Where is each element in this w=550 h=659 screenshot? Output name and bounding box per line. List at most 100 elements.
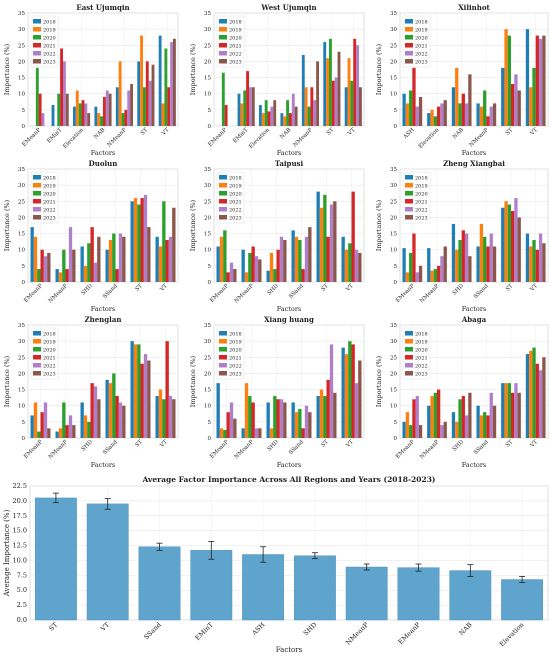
y-tick-label: 20.0 xyxy=(13,497,27,505)
bar-2022-SSand xyxy=(304,405,309,438)
legend-swatch-2018 xyxy=(405,19,413,24)
legend-swatch-2023 xyxy=(405,371,413,376)
legend-swatch-2018 xyxy=(219,19,227,24)
x-tick-label: SHD xyxy=(302,621,319,638)
bar-2023-ST xyxy=(517,217,521,282)
bar-2022-VT xyxy=(354,249,359,282)
legend: 2018 2019 2020 2021 2022 2023 xyxy=(402,171,431,224)
bar-2020-NMeanP xyxy=(62,402,66,438)
bar-2023-SSand xyxy=(492,246,497,282)
bar-2023-ST xyxy=(333,201,337,282)
legend-swatch-2019 xyxy=(33,27,41,32)
bar-2018-ST xyxy=(323,42,327,126)
bar-2022-NMeanP xyxy=(440,425,444,438)
bar-2020-NMeanP xyxy=(483,90,487,126)
bar-2021-EMeanP xyxy=(226,412,230,438)
bar-2020-ST xyxy=(507,204,511,282)
bar-2020-ASH xyxy=(409,90,413,126)
bar-2018-SSand xyxy=(105,249,109,282)
bar-2019-NMeanP xyxy=(58,272,63,282)
legend-label: 2020 xyxy=(229,35,242,41)
bar-2018-VT xyxy=(341,347,345,438)
bar-2019-ST xyxy=(319,207,324,282)
x-tick-label: Elevation xyxy=(62,127,85,150)
bar-2023-SHD xyxy=(97,399,101,438)
chart-title: Average Factor Importance Across All Reg… xyxy=(142,475,436,484)
legend-label: 2019 xyxy=(229,339,242,345)
bar-2019-SSand xyxy=(294,236,299,282)
bar-2018-EMeanP xyxy=(30,415,34,438)
bar-2021-ST xyxy=(511,392,515,438)
bar-2022-SHD xyxy=(279,236,284,282)
legend-swatch-2022 xyxy=(219,51,227,56)
y-tick-label: 30 xyxy=(204,27,211,33)
bar-2022-VT xyxy=(354,383,359,438)
y-tick-label: 25 xyxy=(18,199,25,205)
bar-2023-SSand xyxy=(308,412,312,438)
x-tick-label: NMeanP xyxy=(234,439,256,461)
bar-2018-VT xyxy=(155,236,159,282)
bar-2019-ST xyxy=(504,201,508,282)
bar-2023-SSand xyxy=(492,405,497,438)
chart-panel-9: 0.0 2.5 5.0 7.5 10.0 12.5 15.0 17.5 20.0 22.5 ST VT… xyxy=(3,475,549,654)
legend-label: 2022 xyxy=(229,51,242,57)
legend-swatch-2023 xyxy=(219,215,227,220)
bar-2023-SSand xyxy=(122,236,126,282)
bar-2019-SSand xyxy=(479,415,484,438)
y-tick-label: 5 xyxy=(394,264,398,270)
bar-2020-EMinT xyxy=(243,90,247,126)
bar-2021-SHD xyxy=(461,230,465,282)
bar-2019-SHD xyxy=(83,265,88,282)
x-tick-label: NAB xyxy=(279,127,292,140)
bar-2023-SHD xyxy=(283,402,287,438)
legend-box xyxy=(402,15,431,68)
legend-label: 2020 xyxy=(43,191,56,197)
legend-swatch-2022 xyxy=(405,51,413,56)
legend-swatch-2019 xyxy=(219,183,227,188)
bar-2023-EMinT xyxy=(251,87,255,126)
bar-2021-ASH xyxy=(412,67,416,126)
legend-swatch-2021 xyxy=(33,199,41,204)
bar-2018-EMeanP xyxy=(30,227,34,282)
legend-label: 2023 xyxy=(229,371,242,377)
y-axis-label: Importance (%) xyxy=(375,43,383,95)
bar-2023-VT xyxy=(172,399,176,438)
bar-2023-ST xyxy=(333,392,337,438)
legend-label: 2019 xyxy=(229,27,242,33)
y-tick-label: 0 xyxy=(394,436,398,442)
bar-2021-ST xyxy=(140,198,144,282)
legend-swatch-2021 xyxy=(405,43,413,48)
x-tick-label: VT xyxy=(159,283,170,294)
bar-2020-VT xyxy=(348,243,352,282)
bar-2018-NMeanP xyxy=(55,431,59,438)
y-tick-label: 15 xyxy=(204,388,211,394)
bar-2020-NMeanP xyxy=(121,113,125,126)
legend-label: 2018 xyxy=(229,19,242,25)
x-tick-label: EMeanP xyxy=(395,283,416,304)
bar-2021-NMeanP xyxy=(251,246,255,282)
bar-2022-ST xyxy=(514,383,518,438)
bar-2022-ST xyxy=(329,344,334,438)
bar-2018-Elevation xyxy=(73,106,76,126)
bar-2020-SHD xyxy=(458,240,462,282)
legend-label: 2018 xyxy=(229,331,242,337)
legend-label: 2022 xyxy=(229,207,242,213)
x-axis-label: Factors xyxy=(277,149,302,157)
bar-2018-NMeanP xyxy=(427,405,431,438)
y-tick-label: 25 xyxy=(18,43,25,49)
panel-title: Xilinhot xyxy=(458,3,490,12)
legend-box xyxy=(216,15,245,68)
bar-2022-NMeanP xyxy=(440,256,444,282)
x-tick-label: NMeanP xyxy=(344,620,370,646)
legend: 2018 2019 2020 2021 2022 2023 xyxy=(402,15,431,68)
y-tick-label: 15.0 xyxy=(13,527,27,535)
bar-2021-NMeanP xyxy=(124,109,128,126)
bar-2019-ST xyxy=(504,29,508,127)
legend-box xyxy=(216,327,245,380)
y-tick-label: 30 xyxy=(390,339,397,345)
legend-swatch-2023 xyxy=(33,371,41,376)
y-tick-label: 30 xyxy=(18,27,25,33)
bar-2022-ST xyxy=(514,74,518,126)
bar-2020-ST xyxy=(143,87,146,126)
